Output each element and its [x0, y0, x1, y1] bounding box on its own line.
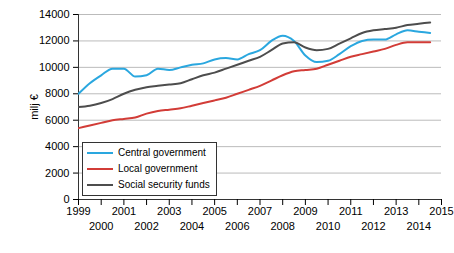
svg-text:2013: 2013 [384, 205, 408, 217]
svg-text:4000: 4000 [45, 140, 69, 152]
svg-text:milj €: milj € [28, 94, 40, 120]
svg-text:2010: 2010 [316, 220, 340, 232]
svg-text:2005: 2005 [202, 205, 226, 217]
html-text:Local government: Local government [118, 163, 198, 174]
svg-text:2003: 2003 [157, 205, 181, 217]
svg-text:6000: 6000 [45, 114, 69, 126]
svg-text:2011: 2011 [339, 205, 363, 217]
svg-text:2009: 2009 [293, 205, 317, 217]
svg-text:10000: 10000 [39, 61, 70, 73]
svg-text:2006: 2006 [225, 220, 249, 232]
svg-text:2000: 2000 [89, 220, 113, 232]
html-text:Social security funds: Social security funds [118, 179, 210, 190]
svg-text:8000: 8000 [45, 87, 69, 99]
svg-text:2002: 2002 [134, 220, 158, 232]
svg-text:2007: 2007 [248, 205, 272, 217]
html-text:Central government: Central government [118, 147, 206, 158]
svg-text:2000: 2000 [45, 167, 69, 179]
svg-text:2015: 2015 [429, 205, 453, 217]
svg-text:2008: 2008 [270, 220, 294, 232]
svg-text:14000: 14000 [39, 8, 70, 20]
svg-text:2014: 2014 [407, 220, 431, 232]
svg-text:2004: 2004 [180, 220, 204, 232]
svg-text:2012: 2012 [361, 220, 385, 232]
svg-text:2001: 2001 [112, 205, 136, 217]
svg-text:0: 0 [63, 193, 69, 205]
svg-text:1999: 1999 [66, 205, 90, 217]
svg-text:12000: 12000 [39, 34, 70, 46]
